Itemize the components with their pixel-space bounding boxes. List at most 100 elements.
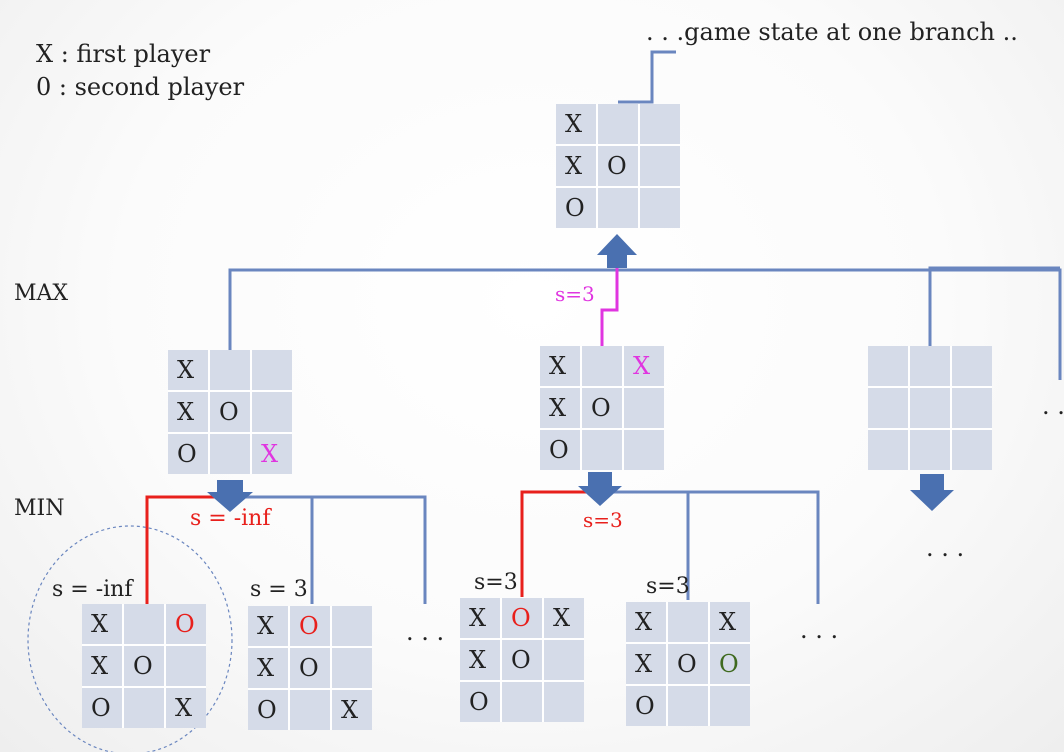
board-cell <box>544 640 584 680</box>
board-cell <box>502 682 542 722</box>
board-cell: X <box>710 602 750 642</box>
board-cell <box>124 688 164 728</box>
board-cell: O <box>460 682 500 722</box>
board-cell: X <box>624 346 664 386</box>
board-max-c <box>868 346 992 470</box>
board-cell: X <box>626 602 666 642</box>
min-b2-score: s=3 <box>646 574 690 599</box>
board-cell: X <box>248 648 288 688</box>
max-b-score: s=3 <box>583 508 623 532</box>
board-cell <box>124 604 164 644</box>
min-a2-score: s = 3 <box>250 577 308 602</box>
max-level-label: MAX <box>14 281 69 306</box>
board-cell <box>582 430 622 470</box>
down-arrow-icon <box>578 472 622 506</box>
min-a-connector <box>231 495 427 604</box>
more-min-a: . . . <box>406 618 445 646</box>
board-cell: X <box>248 606 288 646</box>
board-cell <box>910 388 950 428</box>
board-cell <box>640 146 680 186</box>
board-cell <box>210 350 250 390</box>
board-cell: X <box>82 646 122 686</box>
board-cell: X <box>332 690 372 730</box>
board-cell: O <box>626 686 666 726</box>
board-cell <box>252 392 292 432</box>
board-cell: X <box>166 688 206 728</box>
board-cell: O <box>168 434 208 474</box>
board-cell: O <box>210 392 250 432</box>
board-cell: O <box>82 688 122 728</box>
min-level-label: MIN <box>14 496 65 521</box>
max-a-score: s = -inf <box>190 506 271 531</box>
legend-second-player: 0 : second player <box>36 73 245 101</box>
board-cell: O <box>598 146 638 186</box>
board-cell: O <box>556 188 596 228</box>
board-cell: X <box>540 346 580 386</box>
board-cell: X <box>460 598 500 638</box>
board-cell <box>624 388 664 428</box>
board-cell: O <box>502 640 542 680</box>
board-cell <box>544 682 584 722</box>
board-cell <box>868 388 908 428</box>
board-cell <box>952 346 992 386</box>
board-cell: O <box>668 644 708 684</box>
board-cell <box>640 104 680 144</box>
more-right: . . <box>1042 392 1064 420</box>
board-cell <box>910 346 950 386</box>
board-cell: X <box>556 104 596 144</box>
board-cell <box>668 602 708 642</box>
board-cell <box>952 388 992 428</box>
board-cell <box>910 430 950 470</box>
board-cell <box>710 686 750 726</box>
min-a-best-path <box>145 495 231 604</box>
board-cell: X <box>544 598 584 638</box>
board-cell: O <box>290 606 330 646</box>
board-cell: O <box>540 430 580 470</box>
best-move-path <box>600 258 619 348</box>
board-cell <box>868 430 908 470</box>
max-c-connector <box>928 266 1060 348</box>
board-cell <box>252 350 292 390</box>
board-cell <box>332 648 372 688</box>
max-level-connector <box>228 268 1062 380</box>
board-cell: O <box>710 644 750 684</box>
legend-first-player: X : first player <box>36 40 211 68</box>
branch-caption: . . .game state at one branch .. <box>646 18 1018 46</box>
board-cell: O <box>124 646 164 686</box>
more-max-c: . . . <box>926 534 965 562</box>
focus-ellipse <box>27 525 233 752</box>
down-arrow-icon <box>207 480 253 512</box>
board-cell: O <box>290 648 330 688</box>
board-cell <box>640 188 680 228</box>
board-cell: X <box>626 644 666 684</box>
board-cell: O <box>582 388 622 428</box>
min-b-connector <box>602 490 820 604</box>
min-b-best-path <box>520 490 602 597</box>
board-cell <box>868 346 908 386</box>
board-cell <box>166 646 206 686</box>
board-cell: O <box>248 690 288 730</box>
board-cell: X <box>460 640 500 680</box>
board-cell <box>290 690 330 730</box>
up-arrow-icon <box>597 234 637 268</box>
caption-connector <box>618 50 676 104</box>
board-cell <box>668 686 708 726</box>
board-cell <box>332 606 372 646</box>
board-cell <box>952 430 992 470</box>
board-cell: X <box>168 350 208 390</box>
board-cell: X <box>82 604 122 644</box>
board-cell <box>598 104 638 144</box>
board-cell <box>598 188 638 228</box>
board-cell: X <box>540 388 580 428</box>
board-cell: X <box>556 146 596 186</box>
board-cell: O <box>502 598 542 638</box>
board-cell: X <box>168 392 208 432</box>
board-cell: X <box>252 434 292 474</box>
